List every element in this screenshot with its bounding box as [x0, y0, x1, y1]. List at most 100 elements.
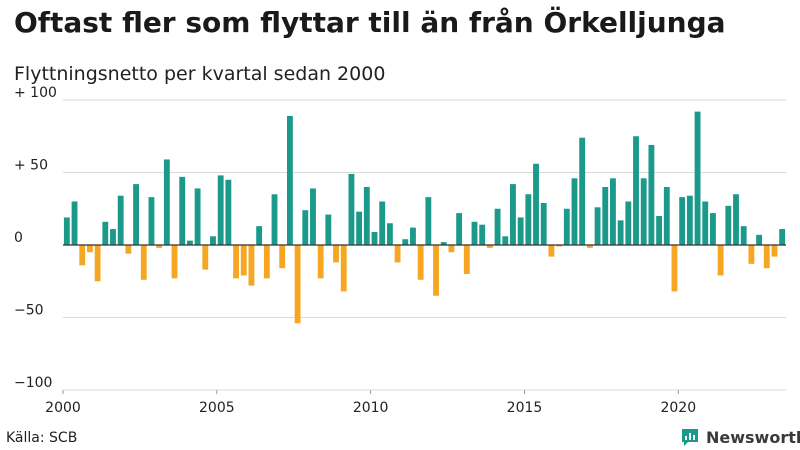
bar	[671, 245, 678, 292]
bar	[579, 137, 586, 245]
bar	[163, 159, 170, 245]
bar	[333, 245, 339, 263]
bar	[310, 188, 316, 245]
bar	[186, 240, 193, 245]
bar	[625, 201, 632, 245]
bar	[686, 195, 693, 245]
bar	[571, 178, 578, 245]
bar	[79, 245, 86, 266]
bar	[133, 184, 139, 245]
newsworthy-logo-icon	[682, 429, 698, 446]
bar	[648, 144, 655, 245]
bar	[756, 234, 763, 245]
bar	[779, 229, 786, 245]
bar	[463, 245, 470, 274]
bar	[325, 214, 332, 245]
bar	[733, 194, 739, 245]
bar	[386, 223, 393, 245]
bar	[171, 245, 178, 279]
bar	[148, 197, 155, 245]
bar	[602, 187, 609, 245]
bar	[517, 217, 524, 245]
bar	[771, 245, 778, 257]
chart-subtitle: Flyttningsnetto per kvartal sedan 2000	[14, 63, 386, 85]
bar	[479, 224, 486, 245]
bar	[694, 111, 701, 245]
x-tick-label: 2000	[45, 400, 81, 416]
bar	[356, 211, 363, 245]
x-tick-label: 2015	[507, 400, 543, 416]
bar	[486, 245, 493, 248]
y-tick-label: −100	[14, 375, 52, 391]
bar	[533, 163, 539, 245]
x-tick-label: 2020	[660, 400, 696, 416]
bar	[140, 245, 147, 280]
bar	[348, 173, 355, 245]
bar	[763, 245, 770, 269]
bar	[294, 245, 301, 324]
bar	[240, 245, 247, 276]
bar	[456, 213, 463, 245]
y-tick-label: + 50	[14, 158, 48, 174]
bar	[317, 245, 324, 279]
axes: + 100 + 50 0 −50 −100 2000 2005 2010 2015 2020	[14, 85, 786, 416]
bars	[63, 111, 786, 324]
y-tick-label: −50	[14, 303, 44, 319]
bar	[471, 221, 478, 245]
bar	[640, 178, 647, 245]
bar	[433, 245, 439, 296]
bar	[94, 245, 101, 282]
bar	[194, 188, 201, 245]
bar	[210, 236, 216, 245]
bar	[363, 187, 370, 245]
bar	[125, 245, 132, 254]
bar	[679, 197, 686, 245]
bar	[340, 245, 347, 292]
bar	[217, 175, 224, 245]
bar	[502, 236, 509, 245]
chart-title: Oftast fler som flyttar till än från Örk…	[14, 6, 726, 39]
bar	[63, 217, 70, 245]
bar	[563, 208, 570, 245]
bar	[586, 245, 593, 248]
bar	[202, 245, 209, 270]
brand-logo[interactable]: Newsworthy	[680, 425, 800, 449]
bar	[633, 136, 639, 245]
bar	[610, 178, 616, 245]
bar	[110, 229, 116, 245]
bar	[117, 195, 124, 245]
bar	[394, 245, 401, 263]
x-tick-label: 2005	[199, 400, 235, 416]
bar	[740, 226, 747, 245]
bar	[425, 197, 432, 245]
bar	[417, 245, 424, 280]
bar	[156, 245, 163, 248]
bar	[525, 194, 532, 245]
bar	[102, 221, 109, 245]
source-note: Källa: SCB	[6, 430, 78, 446]
bar	[663, 187, 670, 245]
y-tick-label: + 100	[14, 85, 57, 101]
bar	[302, 210, 309, 245]
bar	[440, 242, 447, 245]
bar	[448, 245, 455, 253]
bar	[710, 213, 716, 245]
bar	[702, 201, 709, 245]
bar	[617, 220, 624, 245]
bar	[71, 201, 78, 245]
bar	[548, 245, 555, 257]
bar	[87, 245, 93, 253]
bar	[233, 245, 239, 279]
brand-name: Newsworthy	[706, 427, 800, 447]
bar	[540, 202, 547, 245]
bar	[286, 115, 293, 245]
bar	[410, 227, 416, 245]
bar	[271, 194, 278, 245]
bar	[371, 231, 378, 245]
bar	[556, 245, 563, 247]
bar	[263, 245, 270, 279]
bar	[279, 245, 286, 269]
x-tick-label: 2010	[353, 400, 389, 416]
bar	[717, 245, 724, 276]
